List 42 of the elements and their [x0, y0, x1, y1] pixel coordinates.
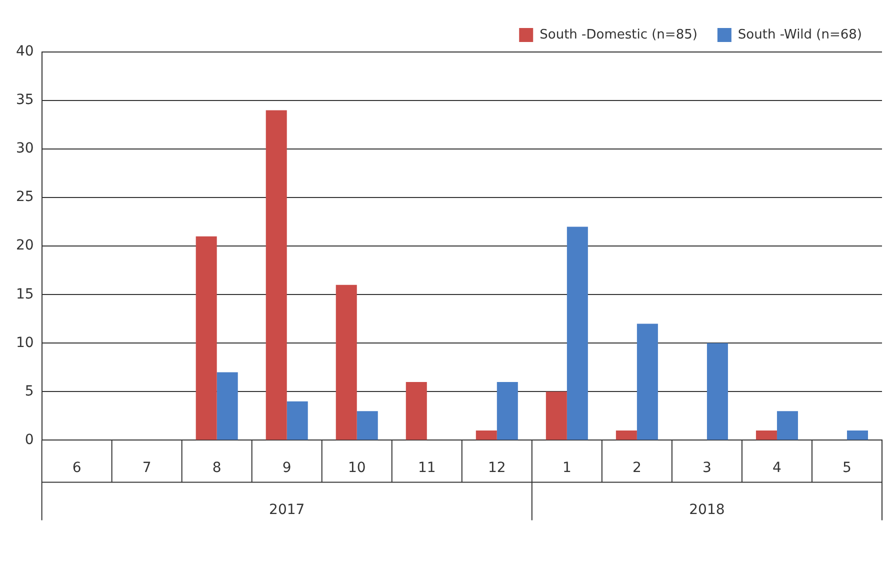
y-tick-label: 0 [24, 432, 34, 448]
bar [776, 411, 798, 440]
y-tick-label: 5 [24, 383, 34, 400]
x-tick-label: 12 [488, 460, 506, 476]
x-tick-label: 10 [348, 460, 366, 476]
text: 2018 [689, 502, 725, 518]
x-tick-label: 1 [562, 460, 572, 476]
bar [196, 236, 217, 440]
y-tick-label: 10 [16, 334, 34, 351]
text: 2017 [269, 502, 305, 518]
y-tick-label: 25 [16, 189, 34, 206]
x-tick-label: 8 [212, 460, 222, 476]
bar [566, 226, 588, 440]
x-tick-label: 4 [772, 460, 782, 476]
bar [546, 392, 567, 440]
bar [706, 343, 728, 440]
bar [496, 382, 518, 440]
y-tick-label: 35 [16, 92, 34, 108]
x-tick-label: 7 [142, 460, 152, 476]
legend-label: South -Wild (n=68) [738, 27, 862, 42]
y-tick-label: 30 [16, 140, 34, 157]
bar [636, 324, 658, 440]
bar [286, 401, 308, 440]
bar [846, 430, 868, 440]
bar [356, 411, 378, 440]
bar [336, 284, 357, 440]
x-tick-label: 3 [702, 460, 712, 476]
y-tick-label: 15 [16, 286, 34, 302]
bar [616, 430, 637, 440]
x-tick-label: 6 [72, 460, 82, 476]
x-tick-label: 9 [282, 460, 292, 476]
x-tick-label: 2 [632, 460, 642, 476]
x-tick-label: 11 [418, 460, 436, 476]
legend-label: South -Domestic (n=85) [540, 27, 698, 42]
x-tick-label: 5 [842, 460, 852, 476]
bar [476, 430, 497, 440]
bar [756, 430, 777, 440]
y-tick-label: 20 [16, 238, 34, 254]
bar [266, 110, 287, 440]
bar [406, 382, 427, 440]
bar [216, 372, 238, 440]
y-tick-label: 40 [16, 44, 34, 60]
